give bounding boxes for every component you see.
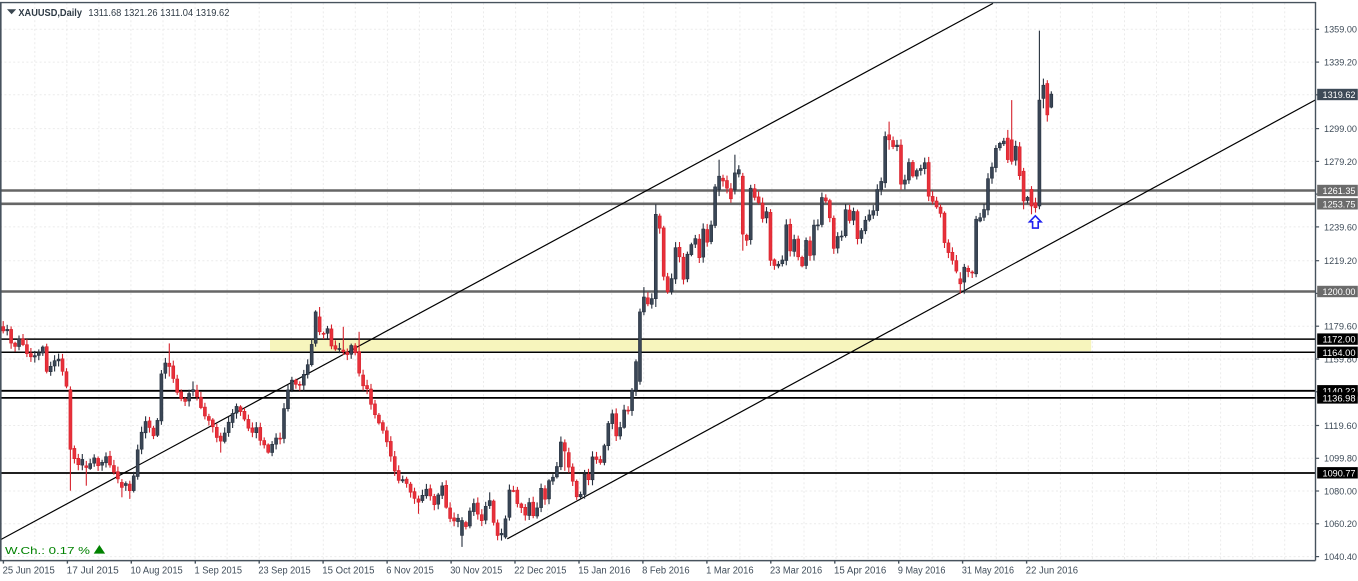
svg-text:1159.80: 1159.80	[1324, 354, 1357, 365]
svg-text:1311.68 1321.26 1311.04 1319.6: 1311.68 1321.26 1311.04 1319.62	[88, 7, 229, 19]
svg-text:15 Jan 2016: 15 Jan 2016	[578, 565, 631, 576]
svg-text:1136.98: 1136.98	[1323, 394, 1356, 405]
svg-text:1253.75: 1253.75	[1323, 199, 1356, 210]
svg-text:6 Nov 2015: 6 Nov 2015	[386, 565, 434, 576]
svg-text:1299.00: 1299.00	[1324, 124, 1357, 135]
svg-text:15 Apr 2016: 15 Apr 2016	[834, 565, 887, 576]
svg-text:31 May 2016: 31 May 2016	[962, 565, 1015, 576]
svg-text:W.Ch.: 0.17 %: W.Ch.: 0.17 %	[5, 545, 90, 557]
svg-text:1339.20: 1339.20	[1324, 58, 1357, 69]
svg-text:1179.60: 1179.60	[1324, 322, 1357, 333]
svg-text:23 Sep 2015: 23 Sep 2015	[258, 565, 311, 576]
svg-text:1090.77: 1090.77	[1323, 468, 1356, 479]
svg-text:1040.40: 1040.40	[1324, 552, 1357, 563]
svg-text:22 Jun 2016: 22 Jun 2016	[1026, 565, 1079, 576]
svg-text:9 May 2016: 9 May 2016	[898, 565, 946, 576]
svg-text:1219.20: 1219.20	[1324, 256, 1357, 267]
svg-text:22 Dec 2015: 22 Dec 2015	[514, 565, 567, 576]
svg-text:30 Nov 2015: 30 Nov 2015	[450, 565, 503, 576]
svg-text:1119.60: 1119.60	[1324, 421, 1357, 432]
svg-text:1239.60: 1239.60	[1324, 222, 1357, 233]
svg-text:1 Mar 2016: 1 Mar 2016	[706, 565, 754, 576]
svg-text:1140.22: 1140.22	[1323, 386, 1356, 397]
svg-text:1279.20: 1279.20	[1324, 157, 1357, 168]
svg-text:1172.00: 1172.00	[1323, 335, 1356, 346]
svg-text:15 Oct 2015: 15 Oct 2015	[322, 565, 375, 576]
svg-text:1080.00: 1080.00	[1324, 486, 1357, 497]
svg-text:23 Mar 2016: 23 Mar 2016	[770, 565, 823, 576]
svg-text:1359.00: 1359.00	[1324, 25, 1357, 36]
svg-text:10 Aug 2015: 10 Aug 2015	[131, 565, 184, 576]
svg-text:1200.00: 1200.00	[1323, 287, 1356, 298]
svg-text:1319.62: 1319.62	[1323, 90, 1356, 101]
svg-text:1261.35: 1261.35	[1323, 186, 1356, 197]
svg-text:25 Jun 2015: 25 Jun 2015	[3, 565, 56, 576]
svg-text:XAUUSD,Daily: XAUUSD,Daily	[18, 7, 82, 19]
svg-text:17 Jul 2015: 17 Jul 2015	[67, 565, 120, 576]
svg-text:1099.80: 1099.80	[1324, 454, 1357, 465]
svg-text:1060.20: 1060.20	[1324, 519, 1357, 530]
svg-text:1164.00: 1164.00	[1323, 348, 1356, 359]
svg-text:8 Feb 2016: 8 Feb 2016	[642, 565, 690, 576]
svg-text:1 Sep 2015: 1 Sep 2015	[195, 565, 243, 576]
